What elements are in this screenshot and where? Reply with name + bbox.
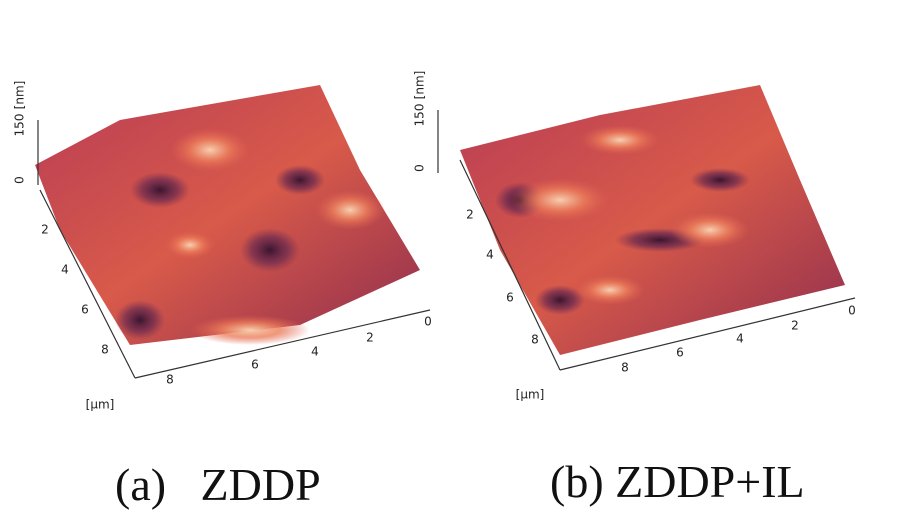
surface-peak xyxy=(580,125,660,155)
surface-peak xyxy=(190,315,310,345)
left-tick-label: 2 xyxy=(41,223,49,237)
bottom-tick-label: 2 xyxy=(791,319,799,333)
bottom-tick-label: 4 xyxy=(736,332,744,346)
bottom-tick-label: 4 xyxy=(311,345,319,359)
left-tick-label: 6 xyxy=(81,303,89,317)
surface xyxy=(35,85,420,345)
surface-peak xyxy=(575,275,645,305)
left-tick-label: 4 xyxy=(61,263,69,277)
left-tick-label: 8 xyxy=(101,343,109,357)
bottom-axis xyxy=(559,297,856,371)
xy-unit: [µm] xyxy=(86,398,115,412)
panel-caption: (a) ZDDP xyxy=(115,459,321,510)
z-unit: [nm] xyxy=(413,71,427,100)
bottom-tick-label: 6 xyxy=(251,358,259,372)
bottom-tick-label: 8 xyxy=(621,361,629,375)
z-tick-label: 0 xyxy=(13,176,27,184)
panel-caption: (b) ZDDP+IL xyxy=(550,456,805,507)
surface-valley xyxy=(690,168,750,192)
bottom-tick-label: 6 xyxy=(676,346,684,360)
bottom-tick-label: 2 xyxy=(366,331,374,345)
afm-panel: 0 150 [nm] 2 4 6 8 8 6 4 2 0 [µm] (a) ZDDP xyxy=(13,81,432,510)
left-tick-label: 6 xyxy=(506,291,514,305)
surface-peak xyxy=(165,231,215,259)
left-axis xyxy=(39,189,136,379)
z-unit: [nm] xyxy=(13,81,27,110)
surface-peak xyxy=(170,128,250,172)
surface-valley xyxy=(275,165,325,195)
bottom-tick-label: 8 xyxy=(166,373,174,387)
surface-peak xyxy=(670,212,750,248)
bottom-tick-label: 0 xyxy=(424,315,432,329)
afm-panel: 0 150 [nm] 2 4 6 8 8 6 4 2 0 [µm] (b) ZDDP+IL xyxy=(413,71,856,507)
z-tick-label: 150 xyxy=(13,114,27,137)
surface-peak xyxy=(510,178,610,222)
left-tick-label: 4 xyxy=(486,248,494,262)
bottom-tick-label: 0 xyxy=(848,304,856,318)
bottom-axis xyxy=(134,309,431,379)
xy-unit: [µm] xyxy=(516,388,545,402)
left-tick-label: 8 xyxy=(531,333,539,347)
left-tick-label: 2 xyxy=(466,208,474,222)
surface-valley xyxy=(240,228,300,272)
surface-peak xyxy=(315,190,385,230)
surface-valley xyxy=(130,172,190,208)
surface-valley xyxy=(115,300,165,340)
left-axis xyxy=(459,159,561,371)
z-tick-label: 150 xyxy=(413,104,427,127)
surface-valley xyxy=(535,285,585,315)
z-tick-label: 0 xyxy=(413,164,427,172)
